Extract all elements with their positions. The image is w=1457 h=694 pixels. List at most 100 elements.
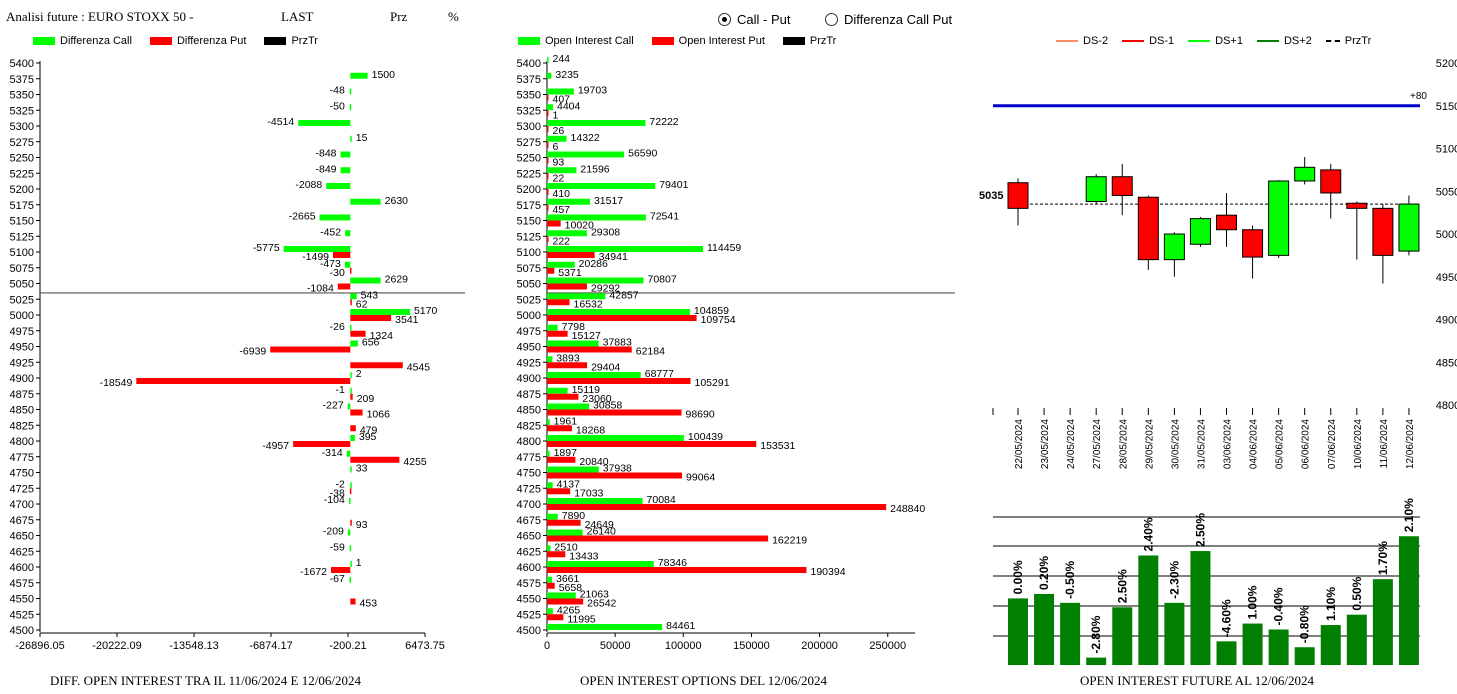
x-tick-label: 50000 [600,640,631,652]
call-value-label: -314 [322,447,343,459]
call-value-label: 33 [356,463,368,475]
call-value-label: 15119 [572,384,601,396]
put-bar [331,567,351,573]
call-bar [547,419,550,426]
y-tick-label: 4625 [10,546,34,558]
put-value-label: 23060 [582,393,611,405]
right-caption: OPEN INTEREST FUTURE AL 12/06/2024 [1080,673,1315,688]
x-tick-label: 06/06/2024 [1301,419,1312,469]
call-bar [349,498,351,504]
call-bar [547,230,587,237]
put-bar [547,299,570,306]
oi-bar-label: 2.40% [1141,517,1155,551]
call-value-label: 104859 [694,305,729,317]
put-value-label: 1 [553,109,559,121]
y-tick-label: 4925 [10,357,34,369]
call-bar [350,561,352,567]
call-bar [350,324,352,331]
call-bar [350,293,357,300]
oi-bar [1112,607,1133,665]
prztr-label: 5035 [979,190,1003,202]
right-legend: DS-2 DS-1 DS+1 DS+2 PrzTr [1056,35,1389,47]
call-value-label: 4137 [557,478,581,490]
put-value-label: 453 [360,598,378,610]
last-label: LAST [281,9,314,24]
candle-up [1268,180,1290,256]
y-tick-label: 5350 [517,90,541,102]
y-tick-label: 4900 [1436,315,1457,327]
call-value-label: 2510 [554,541,578,553]
y-tick-label: 4600 [517,562,541,574]
put-bar [547,252,595,258]
oi-bar-label: -2.80% [1089,615,1103,653]
call-value-label: 37883 [603,337,632,349]
y-tick-label: 5050 [10,279,34,291]
call-bar [547,57,549,63]
put-bar [547,236,549,243]
y-tick-label: 5275 [517,137,541,149]
left-caption: DIFF. OPEN INTEREST TRA IL 11/06/2024 E … [50,673,361,688]
oi-bar [1346,614,1367,665]
put-bar [350,456,400,463]
call-bar [547,135,567,142]
call-bar [349,545,352,552]
put-bar [547,425,572,432]
oi-bar-label: -2.30% [1167,560,1181,598]
y-tick-label: 4700 [10,499,34,511]
legend-label: PrzTr [809,35,837,47]
x-tick-label: 100000 [665,640,702,652]
y-tick-label: 5400 [517,58,541,70]
call-value-label: -67 [330,573,345,585]
y-tick-label: 4900 [517,373,541,385]
y-tick-label: 5125 [517,231,541,243]
call-value-label: 7798 [562,321,586,333]
y-tick-label: 5350 [10,90,34,102]
put-bar [350,299,352,306]
radio-differenza-call-put[interactable]: Differenza Call Put [825,12,952,27]
put-value-label: 13433 [569,550,598,562]
radio-call-put[interactable]: Call - Put [718,12,790,27]
call-value-label: 31517 [594,195,623,207]
y-tick-label: 4850 [1436,357,1457,369]
put-bar [547,535,769,542]
legend-item: Differenza Call [33,35,132,47]
y-tick-label: 4575 [10,578,34,590]
candle-down [1111,176,1133,197]
put-value-label: 15127 [572,330,601,342]
call-value-label: 72222 [649,116,678,128]
y-tick-label: 5225 [517,168,541,180]
call-value-label: -473 [320,258,341,270]
candle-up [1398,203,1420,252]
x-tick-label: 22/05/2024 [1014,419,1025,469]
oi-bar-label: -0.40% [1272,587,1286,625]
call-bar [350,277,381,284]
put-bar [547,614,564,621]
oi-bar [1086,657,1107,665]
candle-down [1320,169,1342,194]
oi-bar-label: 1.70% [1376,541,1390,575]
y-tick-label: 4725 [517,483,541,495]
put-bar [547,362,588,369]
candle-down [1216,214,1237,231]
radio-diff-label: Differenza Call Put [844,12,953,27]
call-value-label: 68777 [645,368,674,380]
put-bar [547,141,549,148]
call-bar [547,293,606,300]
y-tick-label: 5325 [517,105,541,117]
x-tick-label: 07/06/2024 [1327,419,1338,469]
call-value-label: -104 [324,494,345,506]
x-tick-label: 31/05/2024 [1196,419,1207,469]
put-bar [547,157,549,164]
put-bar [136,378,351,384]
legend-line-green [1188,40,1211,42]
legend-label: DS+2 [1283,35,1312,47]
call-value-label: 1 [356,557,362,569]
legend-item: PrzTr [264,35,318,47]
x-tick-label: 11/06/2024 [1379,419,1390,469]
middle-caption: OPEN INTEREST OPTIONS DEL 12/06/2024 [580,673,827,688]
call-value-label: 15 [356,132,368,144]
call-bar [547,403,590,410]
put-value-label: 109754 [701,314,736,326]
call-bar [298,120,351,126]
y-tick-label: 5000 [10,310,34,322]
